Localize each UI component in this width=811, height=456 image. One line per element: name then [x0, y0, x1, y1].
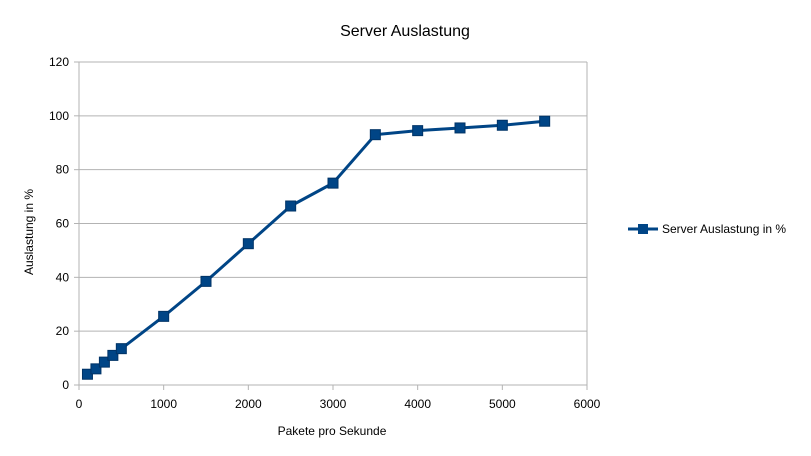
y-tick-label: 20 — [56, 324, 70, 338]
data-point-marker — [107, 349, 119, 361]
data-point-marker — [115, 343, 127, 355]
series-group — [81, 115, 551, 380]
data-point-marker — [539, 115, 551, 127]
axes — [74, 61, 588, 390]
data-point-marker — [327, 177, 339, 189]
x-axis-label: Pakete pro Sekunde — [278, 424, 387, 438]
data-point-marker — [200, 275, 212, 287]
data-point-marker — [285, 200, 297, 212]
x-tick-label: 2000 — [235, 397, 262, 411]
y-tick-label: 60 — [56, 217, 70, 231]
series-line — [86, 119, 545, 376]
x-tick-label: 5000 — [489, 397, 516, 411]
data-point-marker — [98, 356, 110, 368]
legend-label: Server Auslastung in % — [662, 222, 786, 236]
data-point-marker — [242, 238, 254, 250]
data-point-marker — [369, 129, 381, 141]
data-point-marker — [158, 310, 170, 322]
y-tick-label: 100 — [49, 109, 69, 123]
y-tick-labels: 0 20 40 60 80 100 120 — [49, 55, 69, 392]
y-tick-label: 120 — [49, 55, 69, 69]
y-tick-label: 0 — [62, 378, 69, 392]
x-tick-label: 1000 — [150, 397, 177, 411]
y-axis-label: Auslastung in % — [22, 189, 36, 275]
data-point-marker — [90, 363, 102, 375]
x-tick-labels: 0 1000 2000 3000 4000 5000 6000 — [76, 397, 601, 411]
x-tick-label: 6000 — [574, 397, 601, 411]
y-tick-label: 40 — [56, 270, 70, 284]
x-tick-label: 4000 — [404, 397, 431, 411]
legend-marker-swatch — [638, 224, 648, 234]
chart-title: Server Auslastung — [340, 23, 470, 40]
data-point-marker — [412, 125, 424, 137]
data-point-marker — [496, 119, 508, 131]
legend: Server Auslastung in % — [628, 222, 786, 236]
data-point-marker — [454, 122, 466, 134]
grid-lines — [79, 61, 587, 386]
x-tick-label: 3000 — [320, 397, 347, 411]
x-tick-label: 0 — [76, 397, 83, 411]
y-tick-label: 80 — [56, 163, 70, 177]
